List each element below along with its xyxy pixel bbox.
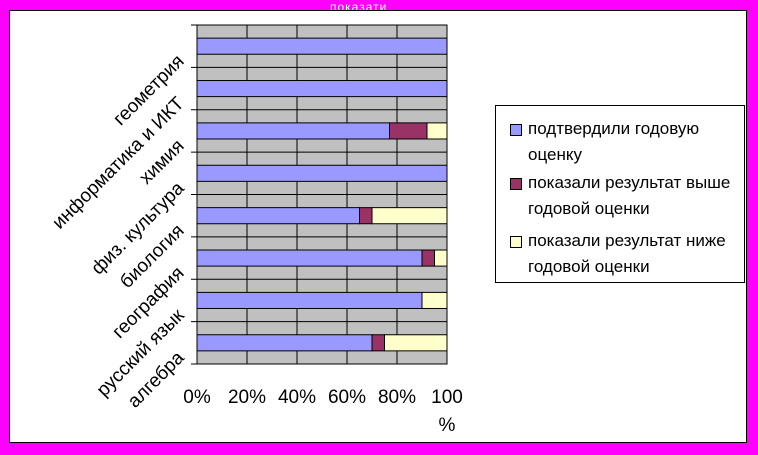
bar-2: [371, 334, 385, 352]
bar-3: [384, 334, 448, 352]
x-tick-label: 100: [431, 387, 463, 408]
bar-2: [359, 207, 373, 225]
legend-label: показали результат выше годовой оценки: [528, 173, 731, 218]
bar-3: [421, 291, 448, 309]
bar-1: [196, 249, 423, 267]
bar-3: [371, 207, 448, 225]
bar-2: [389, 122, 428, 140]
legend-label: подтвердили годовую оценку: [528, 119, 700, 164]
bar-3: [426, 122, 448, 140]
bar-1: [196, 122, 390, 140]
x-tick-label: 20%: [228, 387, 266, 408]
legend-label: показали результат ниже годовой оценки: [528, 231, 726, 276]
bar-1: [196, 164, 448, 182]
x-tick-label: 80%: [378, 387, 416, 408]
bar-1: [196, 334, 373, 352]
bar-1: [196, 291, 423, 309]
bar-3: [434, 249, 448, 267]
x-unit-label: %: [439, 415, 456, 436]
bar-1: [196, 207, 360, 225]
legend-swatch: [510, 178, 522, 190]
legend-swatch: [510, 236, 522, 248]
x-tick-label: 40%: [278, 387, 316, 408]
legend: подтвердили годовую оценку показали резул…: [495, 105, 745, 283]
x-tick-label: 60%: [328, 387, 366, 408]
bar-2: [421, 249, 435, 267]
bar-1: [196, 80, 448, 98]
legend-swatch: [510, 124, 522, 136]
bar-1: [196, 37, 448, 55]
x-tick-label: 0%: [183, 387, 211, 408]
